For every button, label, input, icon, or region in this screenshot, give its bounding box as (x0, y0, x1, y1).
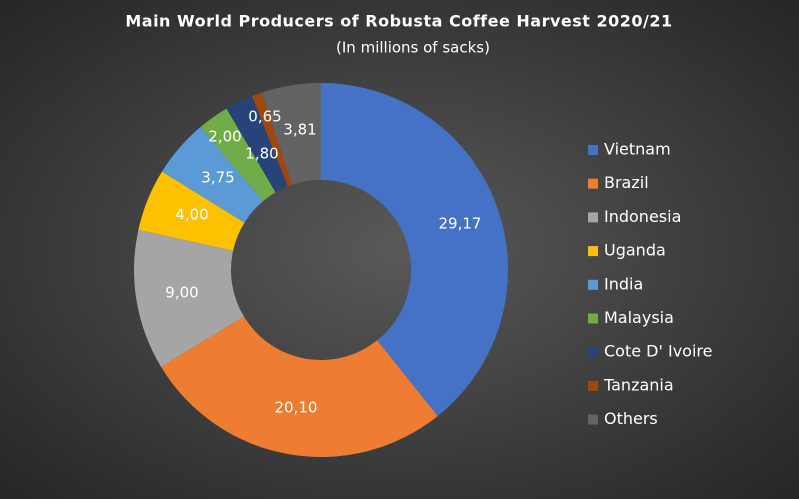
data-label: 3,81 (283, 121, 316, 139)
data-label: 20,10 (275, 399, 318, 417)
donut-slice (138, 171, 245, 251)
legend-swatch (588, 279, 598, 290)
donut-slice (252, 92, 293, 187)
legend-swatch (588, 380, 598, 391)
legend-label: India (604, 274, 643, 293)
data-label: 0,65 (248, 108, 281, 126)
legend-label: Uganda (604, 241, 666, 260)
legend-swatch (588, 414, 598, 425)
chart-subtitle: (In millions of sacks) (336, 39, 490, 57)
legend-swatch (588, 212, 598, 223)
donut-slice (161, 316, 438, 458)
donut-slice (133, 229, 245, 367)
legend-swatch (588, 145, 598, 155)
donut-slice (200, 108, 276, 202)
legend-label: Tanzania (603, 375, 674, 394)
legend-swatch (588, 347, 598, 358)
donut-slice (321, 83, 509, 417)
chart-title: Main World Producers of Robusta Coffee H… (125, 12, 672, 31)
legend-swatch (588, 313, 598, 324)
data-label: 3,75 (201, 169, 234, 187)
legend-label: Brazil (604, 173, 649, 192)
data-label: 1,80 (245, 145, 278, 163)
legend-label: Cote D' Ivoire (604, 342, 712, 361)
donut-slice (261, 83, 321, 185)
data-label: 4,00 (175, 206, 208, 224)
legend-swatch (588, 178, 598, 189)
legend-label: Others (604, 409, 658, 428)
data-label: 29,17 (439, 215, 482, 233)
donut-slice (162, 126, 264, 223)
data-label: 2,00 (208, 128, 241, 146)
legend-swatch (588, 246, 598, 257)
legend-label: Malaysia (604, 308, 674, 327)
legend-label: Vietnam (604, 140, 671, 159)
data-label: 9,00 (165, 284, 198, 302)
donut-slice (226, 96, 288, 193)
legend-label: Indonesia (604, 207, 681, 226)
